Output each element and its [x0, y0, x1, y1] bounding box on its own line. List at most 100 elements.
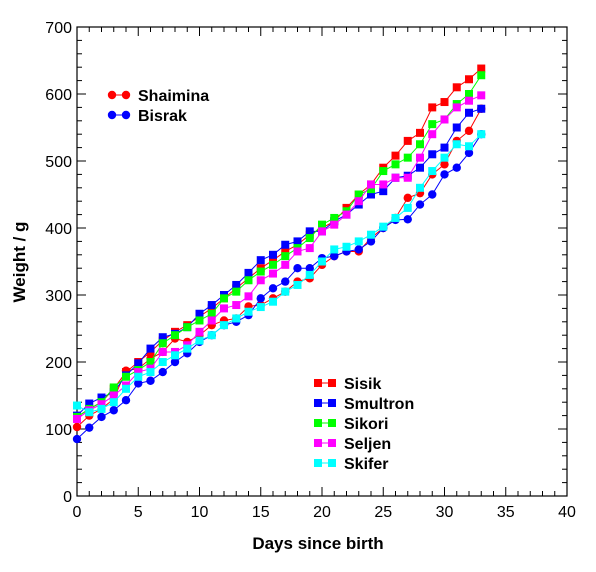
data-point-bisrak — [440, 170, 449, 179]
data-point-smultron — [367, 190, 375, 199]
legend-label-sisik: Sisik — [344, 376, 381, 393]
data-point-seljen — [220, 304, 228, 313]
data-point-bisrak — [403, 215, 412, 224]
legend-label-smultron: Smultron — [344, 396, 414, 413]
x-tick-label: 0 — [73, 504, 82, 521]
data-point-sisik — [440, 98, 449, 107]
data-point-skifer — [244, 307, 253, 316]
legend-label-skifer: Skifer — [344, 456, 388, 473]
data-point-seljen — [330, 220, 339, 229]
legend-marker-sikori — [314, 419, 322, 427]
data-point-bisrak — [452, 163, 461, 172]
data-point-sisik — [416, 128, 424, 137]
data-point-seljen — [305, 244, 314, 253]
legend-marker-smultron — [314, 399, 322, 407]
y-tick-label: 0 — [63, 489, 72, 506]
x-tick-label: 15 — [252, 504, 270, 521]
data-point-skifer — [281, 287, 290, 296]
legend-marker-sisik — [328, 379, 336, 387]
data-point-smultron — [85, 399, 94, 408]
legend-label-sikori: Sikori — [344, 416, 388, 433]
series-line-seljen — [76, 94, 482, 420]
data-point-bisrak — [305, 264, 314, 273]
x-tick-label: 25 — [374, 504, 392, 521]
data-point-sikori — [391, 160, 400, 169]
data-point-sikori — [330, 213, 339, 222]
data-point-smultron — [428, 150, 437, 159]
y-axis-title: Weight / g — [10, 222, 29, 303]
data-point-skifer — [293, 280, 302, 289]
legend-label-seljen: Seljen — [344, 436, 391, 453]
data-point-sikori — [403, 153, 412, 162]
legend-label-shaimina: Shaimina — [138, 88, 209, 105]
data-point-sisik — [477, 64, 486, 73]
data-point-skifer — [207, 331, 216, 340]
data-point-bisrak — [268, 284, 278, 293]
data-point-shaimina — [72, 422, 82, 432]
data-point-sisik — [281, 247, 290, 256]
data-point-seljen — [452, 103, 461, 112]
data-point-smultron — [146, 344, 155, 353]
data-point-smultron — [207, 301, 216, 310]
data-point-smultron — [293, 237, 302, 246]
series-line-sikori — [76, 74, 482, 418]
data-point-sikori — [318, 220, 326, 229]
data-point-bisrak — [85, 423, 94, 432]
data-point-bisrak — [158, 367, 167, 377]
series-layer — [72, 64, 486, 444]
data-point-sikori — [269, 260, 277, 269]
data-point-seljen — [477, 91, 486, 100]
data-point-seljen — [403, 173, 412, 182]
data-point-sikori — [195, 316, 204, 325]
data-point-seljen — [440, 115, 449, 124]
data-point-bisrak — [146, 376, 155, 385]
data-point-smultron — [305, 227, 314, 236]
data-point-shaimina — [440, 160, 449, 169]
data-point-sikori — [183, 323, 192, 332]
legend-marker-shaimina — [107, 90, 117, 100]
y-tick-label: 400 — [45, 221, 72, 238]
data-point-sikori — [244, 276, 253, 285]
data-point-skifer — [465, 142, 473, 151]
data-point-sikori — [220, 294, 228, 303]
data-point-bisrak — [170, 357, 180, 367]
data-point-bisrak — [428, 190, 437, 199]
data-point-seljen — [269, 269, 277, 278]
data-point-sikori — [146, 358, 155, 366]
data-point-skifer — [195, 336, 204, 345]
data-point-skifer — [158, 358, 167, 366]
legend-marker-shaimina — [121, 90, 131, 100]
legend-bottom-right: Sisik Smultron Sikori Seljen Skifer — [314, 376, 414, 473]
data-point-skifer — [477, 130, 486, 139]
legend-marker-seljen — [314, 439, 322, 447]
data-point-seljen — [465, 96, 473, 105]
x-tick-label: 40 — [558, 504, 576, 521]
data-point-smultron — [134, 359, 143, 368]
data-point-smultron — [244, 268, 253, 277]
data-point-bisrak — [330, 251, 339, 261]
data-point-skifer — [171, 351, 179, 360]
data-point-bisrak — [256, 294, 265, 303]
data-point-skifer — [428, 167, 437, 176]
data-point-seljen — [73, 414, 81, 423]
series-seljen — [73, 91, 486, 423]
data-point-seljen — [293, 247, 302, 256]
data-point-sikori — [465, 90, 473, 98]
data-point-sikori — [158, 339, 167, 348]
legend-marker-smultron — [328, 399, 336, 407]
data-point-skifer — [416, 183, 424, 192]
y-tick-label: 300 — [45, 288, 72, 305]
legend-marker-skifer — [328, 459, 336, 467]
data-point-sikori — [171, 331, 179, 340]
data-point-smultron — [440, 143, 449, 152]
data-point-sikori — [207, 309, 216, 318]
data-point-sisik — [403, 136, 412, 145]
data-point-seljen — [391, 173, 400, 182]
data-point-skifer — [146, 368, 155, 377]
data-point-sikori — [477, 71, 486, 80]
data-point-shaimina — [403, 193, 412, 203]
data-point-bisrak — [72, 434, 82, 444]
data-point-bisrak — [354, 245, 363, 254]
data-point-sikori — [122, 372, 130, 381]
